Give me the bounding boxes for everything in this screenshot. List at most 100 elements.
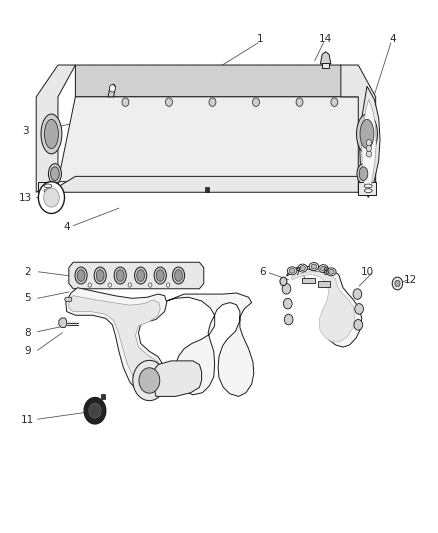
Circle shape: [133, 360, 166, 401]
Text: 6: 6: [259, 267, 266, 277]
Text: 8: 8: [322, 267, 329, 277]
Text: 14: 14: [319, 34, 332, 44]
Ellipse shape: [175, 270, 183, 281]
Circle shape: [282, 284, 291, 294]
Polygon shape: [36, 65, 75, 192]
Circle shape: [128, 283, 131, 287]
Polygon shape: [58, 97, 376, 182]
Ellipse shape: [137, 270, 145, 281]
Ellipse shape: [360, 119, 374, 149]
Ellipse shape: [75, 267, 87, 284]
Ellipse shape: [50, 167, 59, 181]
Polygon shape: [167, 293, 254, 397]
Text: 13: 13: [19, 192, 32, 203]
Ellipse shape: [41, 114, 62, 154]
Ellipse shape: [298, 264, 307, 272]
Text: 4: 4: [64, 222, 70, 232]
Circle shape: [296, 98, 303, 107]
Ellipse shape: [94, 267, 106, 284]
Ellipse shape: [44, 184, 52, 188]
Polygon shape: [39, 182, 58, 195]
Polygon shape: [341, 65, 376, 192]
Circle shape: [44, 188, 59, 207]
Ellipse shape: [328, 269, 334, 274]
Circle shape: [392, 277, 403, 290]
Ellipse shape: [154, 267, 166, 284]
Circle shape: [366, 140, 371, 146]
Text: 4: 4: [390, 34, 396, 44]
Circle shape: [284, 314, 293, 325]
Circle shape: [280, 277, 287, 286]
Ellipse shape: [326, 268, 336, 276]
Polygon shape: [59, 318, 67, 327]
Ellipse shape: [364, 189, 372, 192]
Ellipse shape: [289, 268, 295, 273]
Text: 11: 11: [21, 415, 34, 425]
Ellipse shape: [321, 266, 326, 271]
Ellipse shape: [357, 164, 370, 184]
Text: 7: 7: [294, 267, 300, 277]
Text: 1: 1: [257, 34, 264, 44]
Circle shape: [122, 98, 129, 107]
Ellipse shape: [173, 267, 185, 284]
Circle shape: [84, 398, 106, 424]
Polygon shape: [302, 278, 315, 284]
Polygon shape: [362, 100, 376, 192]
Polygon shape: [205, 187, 209, 192]
Polygon shape: [321, 52, 331, 64]
Ellipse shape: [357, 114, 378, 154]
Circle shape: [366, 145, 371, 151]
Circle shape: [331, 98, 338, 107]
Text: 8: 8: [24, 328, 31, 338]
Circle shape: [108, 283, 112, 287]
Text: 2: 2: [24, 267, 31, 277]
Polygon shape: [101, 394, 105, 399]
Polygon shape: [153, 361, 201, 397]
Ellipse shape: [364, 184, 372, 188]
Text: 9: 9: [24, 346, 31, 357]
Text: 10: 10: [360, 267, 374, 277]
Ellipse shape: [300, 266, 305, 270]
Ellipse shape: [114, 267, 126, 284]
Polygon shape: [108, 84, 116, 97]
Ellipse shape: [311, 264, 317, 269]
Ellipse shape: [96, 270, 104, 281]
Circle shape: [110, 85, 116, 92]
Circle shape: [209, 98, 216, 107]
Circle shape: [148, 283, 152, 287]
Circle shape: [354, 319, 363, 330]
Polygon shape: [66, 288, 167, 397]
Polygon shape: [75, 65, 358, 97]
Circle shape: [39, 182, 64, 214]
Ellipse shape: [77, 270, 85, 281]
Ellipse shape: [309, 263, 319, 270]
Polygon shape: [286, 266, 362, 347]
Ellipse shape: [359, 167, 368, 181]
Circle shape: [166, 98, 173, 107]
Polygon shape: [291, 272, 355, 342]
Ellipse shape: [319, 265, 328, 272]
Ellipse shape: [116, 270, 124, 281]
Ellipse shape: [134, 267, 147, 284]
Circle shape: [253, 98, 259, 107]
Circle shape: [395, 280, 400, 287]
Circle shape: [353, 289, 362, 300]
Polygon shape: [358, 182, 376, 195]
Circle shape: [166, 283, 170, 287]
Polygon shape: [69, 296, 163, 392]
Ellipse shape: [44, 189, 52, 192]
Ellipse shape: [48, 164, 61, 184]
Polygon shape: [322, 63, 329, 68]
Polygon shape: [318, 281, 330, 287]
Circle shape: [89, 403, 101, 418]
Ellipse shape: [287, 266, 297, 274]
Circle shape: [88, 283, 92, 287]
Polygon shape: [64, 297, 72, 302]
Ellipse shape: [156, 270, 164, 281]
Polygon shape: [58, 176, 376, 192]
Circle shape: [366, 151, 371, 157]
Ellipse shape: [45, 119, 58, 149]
Circle shape: [139, 368, 160, 393]
Polygon shape: [360, 86, 380, 198]
Polygon shape: [69, 262, 204, 289]
